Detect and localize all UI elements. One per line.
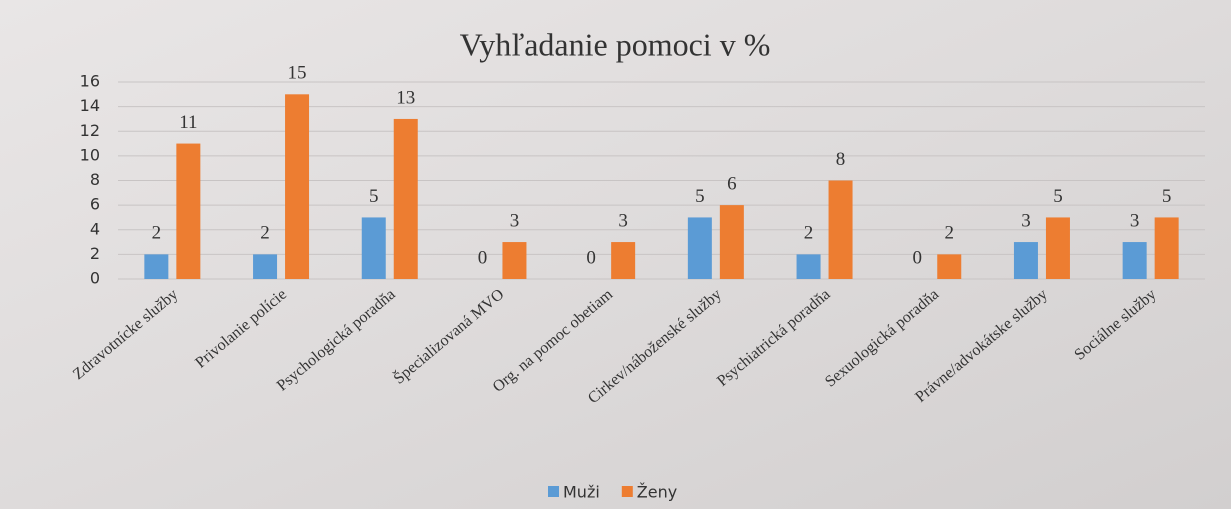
bar — [362, 217, 386, 279]
legend-swatch — [622, 486, 633, 497]
bar — [797, 254, 821, 279]
y-tick-label: 10 — [80, 145, 100, 164]
bar — [937, 254, 961, 279]
bar — [720, 205, 744, 279]
y-tick-label: 6 — [90, 195, 100, 214]
value-label: 15 — [288, 63, 307, 84]
legend-swatch — [548, 486, 559, 497]
value-label: 3 — [1130, 210, 1140, 231]
bar — [829, 181, 853, 280]
y-tick-label: 2 — [90, 244, 100, 263]
value-label: 8 — [836, 149, 846, 170]
bar — [176, 144, 200, 279]
value-label: 0 — [586, 247, 596, 268]
value-label: 3 — [510, 210, 520, 231]
value-label: 2 — [260, 223, 270, 244]
value-label: 0 — [913, 247, 923, 268]
y-tick-label: 4 — [90, 219, 100, 238]
value-label: 5 — [1162, 186, 1172, 207]
bar — [1155, 217, 1179, 279]
value-label: 5 — [369, 186, 379, 207]
value-label: 6 — [727, 173, 737, 194]
value-label: 2 — [804, 223, 814, 244]
bar — [688, 217, 712, 279]
bar — [285, 94, 309, 279]
chart-title: Vyhľadanie pomoci v % — [460, 26, 771, 62]
value-label: 3 — [618, 210, 628, 231]
value-label: 3 — [1021, 210, 1031, 231]
value-label: 5 — [695, 186, 705, 207]
value-label: 5 — [1053, 186, 1063, 207]
bar — [502, 242, 526, 279]
chart: Vyhľadanie pomoci v % 0246810121416Zdrav… — [0, 0, 1231, 509]
legend-label: Ženy — [637, 483, 677, 502]
y-tick-label: 14 — [80, 96, 100, 115]
bar — [144, 254, 168, 279]
y-tick-label: 12 — [80, 121, 100, 140]
y-tick-label: 8 — [90, 170, 100, 189]
bar — [1014, 242, 1038, 279]
bar — [394, 119, 418, 279]
value-label: 2 — [945, 223, 955, 244]
bar — [1046, 217, 1070, 279]
value-label: 0 — [478, 247, 488, 268]
value-label: 2 — [152, 223, 162, 244]
bar — [611, 242, 635, 279]
value-label: 13 — [396, 87, 415, 108]
legend-label: Muži — [563, 483, 600, 502]
y-tick-label: 16 — [80, 72, 100, 91]
bar — [253, 254, 277, 279]
y-tick-label: 0 — [90, 269, 100, 288]
value-label: 11 — [179, 112, 197, 133]
bar — [1123, 242, 1147, 279]
